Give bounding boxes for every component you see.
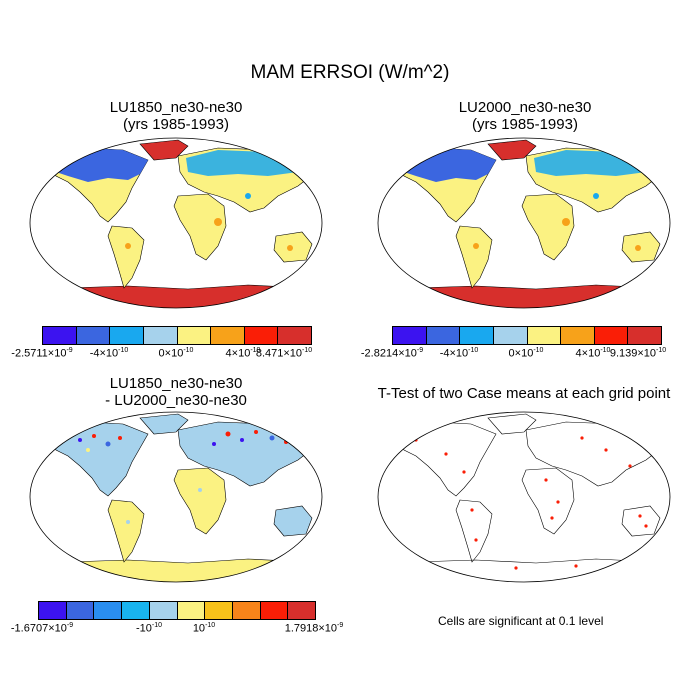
panel3-title: LU1850_ne30-ne30 - LU2000_ne30-ne30 xyxy=(56,375,296,409)
panel1-tick: 0×10-10 xyxy=(158,347,194,360)
panel2-colorbar-swatch xyxy=(493,327,528,344)
panel3-colorbar-swatch xyxy=(260,602,289,619)
panel2-tick: -2.8214×10-9 xyxy=(360,347,424,360)
panel3-africa xyxy=(173,467,227,535)
panel2-colorbar-swatch xyxy=(561,327,595,344)
panel2-greenland xyxy=(487,139,537,161)
panel1-colorbar-swatch xyxy=(143,327,178,344)
panel2-tick: 0×10-10 xyxy=(508,347,544,360)
panel3-colorbar-swatch xyxy=(232,602,261,619)
panel2-colorbar-swatch xyxy=(460,327,494,344)
panel2-map xyxy=(377,137,671,309)
panel4-australia xyxy=(621,505,661,537)
panel3-map xyxy=(29,411,323,583)
panel3-colorbar-swatch xyxy=(149,602,178,619)
panel3-colorbar-swatch xyxy=(205,602,233,619)
panel1-colorbar-swatch xyxy=(278,327,311,344)
panel3-tick: -1.6707×10-9 xyxy=(10,622,74,635)
panel2-colorbar-swatch xyxy=(393,327,427,344)
panel1-colorbar-swatch xyxy=(76,327,111,344)
panel3-south-america xyxy=(107,499,145,563)
panel1-colorbar-swatch xyxy=(244,327,279,344)
panel1-tick: -4×10-10 xyxy=(89,347,129,360)
panel4-north-america xyxy=(395,421,497,497)
panel3-north-america xyxy=(47,421,149,497)
panel2-africa xyxy=(521,193,575,261)
panel2-colorbar xyxy=(392,326,662,345)
panel1-colorbar-swatch xyxy=(211,327,245,344)
panel2-title-line1: LU2000_ne30-ne30 xyxy=(458,99,592,116)
panel2-colorbar-swatch xyxy=(594,327,629,344)
panel2-tick: 9.139×10-10 xyxy=(609,347,667,360)
panel4-africa xyxy=(521,467,575,535)
panel2-australia xyxy=(621,231,661,263)
panel1-colorbar-swatch xyxy=(110,327,144,344)
panel3-colorbar-swatch xyxy=(66,602,95,619)
panel1-tick: -2.5711×10-9 xyxy=(11,347,73,360)
panel2-title-line2: (yrs 1985-1993) xyxy=(472,116,578,133)
panel4-significant-cells xyxy=(414,436,648,570)
panel2-tick: 4×10-10 xyxy=(575,347,611,360)
panel1-colorbar-swatch xyxy=(177,327,212,344)
panel1-colorbar-swatch xyxy=(43,327,77,344)
panel4-greenland xyxy=(487,413,537,435)
panel3-antarctica xyxy=(30,558,322,582)
panel2-eurasia-north xyxy=(534,150,654,176)
panel3-colorbar-swatch xyxy=(94,602,123,619)
panel1-tick: 8.471×10-10 xyxy=(255,347,313,360)
panel3-greenland xyxy=(139,413,189,435)
panel1-title-line2: (yrs 1985-1993) xyxy=(123,116,229,133)
panel1-tick: 4×10-10 xyxy=(225,347,261,360)
panel2-tick: -4×10-10 xyxy=(439,347,479,360)
panel3-colorbar-swatch xyxy=(177,602,206,619)
panel1-title-line1: LU1850_ne30-ne30 xyxy=(109,99,243,116)
panel2-colorbar-swatch xyxy=(628,327,661,344)
panel4-note: Cells are significant at 0.1 level xyxy=(438,614,604,628)
panel1-eurasia-north xyxy=(186,150,306,176)
panel4-title-line1: T-Test of two Case means at each grid po… xyxy=(377,385,671,402)
panel3-title-line2: - LU2000_ne30-ne30 xyxy=(105,392,247,409)
panel2-antarctica xyxy=(378,284,670,308)
panel3-colorbar-swatch xyxy=(288,602,316,619)
panel2-south-america xyxy=(455,225,493,289)
panel1-greenland xyxy=(139,139,189,161)
panel4-south-america xyxy=(455,499,493,563)
panel4-map xyxy=(377,411,671,583)
panel3-tick: 10-10 xyxy=(192,622,216,635)
panel4-antarctica xyxy=(378,558,670,571)
panel1-africa xyxy=(173,193,227,261)
panel4-eurasia xyxy=(525,421,665,487)
panel3-tick: 1.7918×10-9 xyxy=(284,622,344,635)
panel2-colorbar-swatch xyxy=(527,327,562,344)
figure-title: MAM ERRSOI (W/m^2) xyxy=(250,62,450,83)
panel4-title: T-Test of two Case means at each grid po… xyxy=(356,385,692,402)
panel1-map xyxy=(29,137,323,309)
panel3-title-line1: LU1850_ne30-ne30 xyxy=(109,375,243,392)
panel1-antarctica xyxy=(30,284,322,308)
panel3-tick: -10-10 xyxy=(135,622,163,635)
panel2-colorbar-swatch xyxy=(426,327,461,344)
panel3-colorbar-swatch xyxy=(122,602,150,619)
panel1-title: LU1850_ne30-ne30 (yrs 1985-1993) xyxy=(56,99,296,133)
panel3-colorbar xyxy=(38,601,316,620)
panel1-australia xyxy=(273,231,313,263)
panel3-australia xyxy=(273,505,313,537)
panel1-colorbar xyxy=(42,326,312,345)
panel3-colorbar-swatch xyxy=(39,602,67,619)
panel1-south-america xyxy=(107,225,145,289)
panel2-title: LU2000_ne30-ne30 (yrs 1985-1993) xyxy=(405,99,645,133)
